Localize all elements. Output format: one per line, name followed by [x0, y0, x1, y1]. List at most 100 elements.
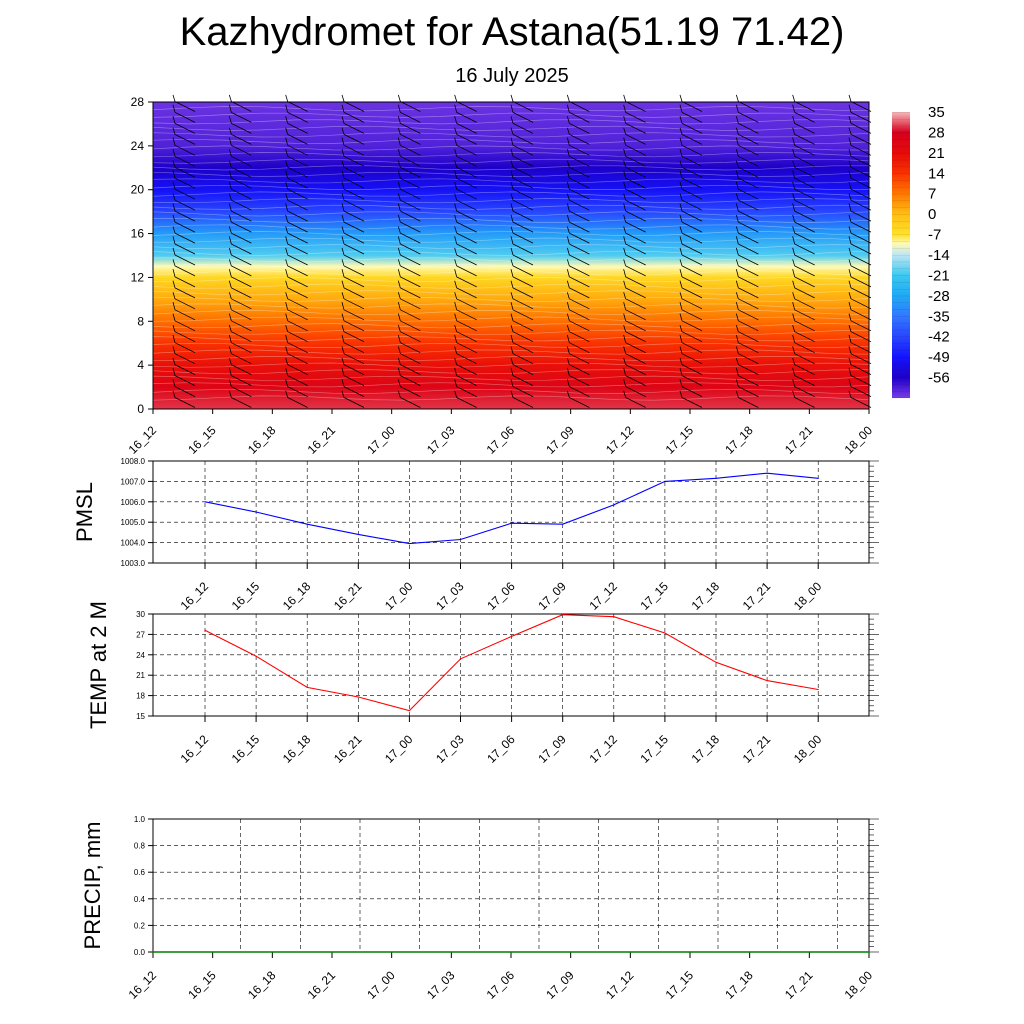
wind-barb [512, 386, 534, 397]
wind-barb [456, 199, 477, 211]
wind-barb [512, 254, 534, 266]
wind-barb-feather [228, 390, 232, 398]
wind-barb [681, 276, 703, 288]
wind-barb-feather [341, 302, 345, 310]
wind-barb-feather [792, 259, 796, 267]
wind-barb [794, 123, 815, 134]
wind-barb-feather [735, 390, 739, 398]
wind-barb [794, 364, 815, 375]
x-tick-label: 17_09 [535, 732, 569, 766]
y-axis-title: PMSL [72, 482, 97, 542]
wind-barb-feather [172, 280, 176, 288]
wind-barb-feather [285, 259, 289, 267]
wind-barb [456, 243, 477, 255]
wind-barb-feather [735, 346, 739, 354]
wind-barb-feather [228, 137, 232, 146]
wind-barb [174, 331, 196, 343]
wind-barb [231, 342, 252, 354]
wind-barb-feather [172, 137, 176, 146]
wind-barb-feather [735, 269, 739, 278]
wind-barb [794, 232, 815, 244]
wind-barb [343, 199, 365, 211]
wind-barb-feather [285, 181, 289, 190]
wind-barb-feather [341, 137, 345, 146]
wind-barb-feather [792, 357, 796, 365]
x-tick-label: 17_00 [382, 732, 416, 766]
temp-panel: 30 27 24 21 18 15 16_12 16_15 16_18 16_21 17_00 17_… [86, 601, 879, 766]
wind-barb [625, 320, 646, 332]
wind-barb-feather [397, 259, 401, 267]
temp-2m-data-point [408, 710, 410, 712]
wind-barb [231, 112, 252, 123]
wind-barb-feather [341, 226, 345, 234]
wind-barb-feather [510, 269, 514, 278]
wind-barb-feather [679, 390, 683, 398]
contour-line [152, 310, 870, 316]
wind-barb-feather [228, 160, 232, 168]
wind-barb-feather [397, 346, 401, 354]
wind-barb-feather [566, 226, 570, 234]
wind-barb-feather [848, 116, 852, 124]
wind-barb-feather [228, 236, 232, 245]
wind-barb-feather [454, 226, 458, 234]
wind-barb [231, 166, 252, 178]
wind-barb [456, 188, 477, 200]
wind-barb [174, 210, 196, 222]
wind-barb [174, 134, 196, 145]
wind-barb-feather [566, 236, 570, 245]
wind-barb-feather [228, 181, 232, 190]
wind-barb-feather [566, 193, 570, 201]
wind-barb-feather [454, 203, 458, 212]
wind-barb-feather [735, 247, 739, 256]
wind-barb [625, 144, 646, 156]
y-tick-label: 1007.0 [121, 477, 146, 486]
wind-barb [794, 353, 815, 365]
wind-barb-feather [341, 170, 345, 179]
wind-barb-feather [623, 379, 627, 387]
wind-barb-feather [848, 379, 852, 387]
contour-line [152, 375, 870, 381]
y-tick-label: 4 [137, 358, 144, 372]
contour-line [152, 237, 870, 243]
wind-barb-feather [566, 346, 570, 354]
wind-barb [569, 309, 590, 321]
wind-barb [850, 320, 872, 332]
wind-barb [794, 144, 815, 156]
wind-barb-feather [172, 357, 176, 365]
wind-barb [400, 331, 421, 343]
wind-barb-feather [285, 325, 289, 332]
wind-barb-feather [397, 379, 401, 387]
wind-barb-feather [566, 203, 570, 212]
wind-barb [343, 243, 365, 255]
wind-barb-feather [228, 292, 232, 299]
wind-barb-feather [848, 94, 852, 102]
wind-barb-feather [510, 116, 514, 124]
wind-barb [569, 331, 590, 343]
wind-barb [512, 123, 534, 134]
wind-barb [850, 364, 872, 375]
pmsl-data-point [562, 523, 564, 525]
wind-barb-feather [285, 379, 289, 387]
wind-barb-feather [679, 247, 683, 256]
wind-barb-feather [454, 160, 458, 168]
wind-barb [512, 397, 534, 408]
wind-barb-feather [510, 390, 514, 398]
wind-barb [569, 298, 590, 310]
wind-barb [512, 210, 534, 222]
wind-barb [625, 123, 646, 134]
wind-barb [456, 155, 477, 167]
pmsl-data-point [511, 522, 513, 524]
wind-barb [400, 166, 421, 178]
y-tick-label: 20 [131, 183, 145, 197]
wind-barb [456, 265, 477, 277]
wind-barb-feather [397, 269, 401, 278]
y-axis-title: PRECIP, mm [80, 822, 105, 950]
wind-barb [738, 254, 759, 266]
wind-barb-feather [735, 137, 739, 146]
wind-barb-feather [679, 181, 683, 190]
wind-barb-feather [566, 379, 570, 387]
wind-barb-feather [848, 203, 852, 212]
wind-barb [625, 386, 646, 397]
precip-data-point [570, 951, 572, 953]
wind-barb-feather [454, 280, 458, 288]
